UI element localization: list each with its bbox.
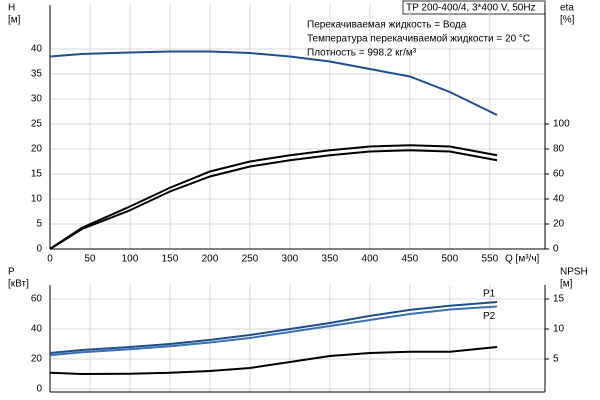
x-tick-label: 150 bbox=[162, 254, 179, 265]
y-tick-label: 35 bbox=[31, 69, 43, 80]
y2-tick-label: 60 bbox=[553, 169, 565, 180]
y2-axis-label: eta bbox=[560, 3, 574, 14]
y2-tick-label: 10 bbox=[553, 324, 565, 335]
series-label: P2 bbox=[483, 311, 496, 322]
y2-tick-label: 40 bbox=[553, 194, 565, 205]
y2-tick-label: 15 bbox=[553, 294, 565, 305]
y2-axis-unit: [м] bbox=[560, 279, 573, 290]
y-axis-unit: [м] bbox=[8, 15, 21, 26]
y-tick-label: 40 bbox=[31, 324, 43, 335]
x-tick-label: 100 bbox=[122, 254, 139, 265]
y-axis-unit: [кВт] bbox=[8, 279, 29, 290]
y-axis-label: P bbox=[8, 267, 15, 278]
annotation: TP 200-400/4, 3*400 V, 50Hz bbox=[406, 3, 536, 14]
x-tick-label: 450 bbox=[402, 254, 419, 265]
y2-axis-unit: [%] bbox=[560, 15, 575, 26]
y-tick-label: 60 bbox=[31, 294, 43, 305]
x-tick-label: 550 bbox=[481, 254, 498, 265]
y-tick-label: 5 bbox=[36, 219, 42, 230]
x-axis-label: Q [м³/ч] bbox=[505, 254, 540, 265]
curve bbox=[49, 50, 498, 116]
curve bbox=[49, 305, 498, 357]
y2-axis-label: NPSH bbox=[560, 267, 588, 278]
y2-tick-label: 0 bbox=[553, 244, 559, 255]
y-tick-label: 40 bbox=[31, 44, 43, 55]
y-tick-label: 0 bbox=[36, 384, 42, 395]
annotation: Плотность = 998.2 кг/м³ bbox=[307, 48, 417, 59]
annotation: Перекачиваемая жидкость = Вода bbox=[307, 20, 467, 31]
x-tick-label: 500 bbox=[441, 254, 458, 265]
y2-tick-label: 5 bbox=[553, 354, 559, 365]
series-label: P1 bbox=[483, 289, 496, 300]
y-tick-label: 0 bbox=[36, 244, 42, 255]
y2-tick-label: 100 bbox=[553, 119, 570, 130]
y-tick-label: 15 bbox=[31, 169, 43, 180]
y-axis-label: H bbox=[8, 3, 15, 14]
x-tick-label: 200 bbox=[202, 254, 219, 265]
curve bbox=[49, 144, 498, 250]
annotation: Температура перекачиваемой жидкости = 20… bbox=[307, 34, 530, 45]
y-tick-label: 20 bbox=[31, 144, 43, 155]
y-tick-label: 10 bbox=[31, 194, 43, 205]
curve bbox=[49, 300, 498, 354]
y-tick-label: 25 bbox=[31, 119, 43, 130]
y2-tick-label: 20 bbox=[553, 219, 565, 230]
x-tick-label: 350 bbox=[322, 254, 339, 265]
x-tick-label: 50 bbox=[84, 254, 96, 265]
x-tick-label: 250 bbox=[242, 254, 259, 265]
x-tick-label: 400 bbox=[362, 254, 379, 265]
curve bbox=[49, 345, 498, 375]
y2-tick-label: 80 bbox=[553, 144, 565, 155]
x-tick-label: 0 bbox=[47, 254, 53, 265]
y-tick-label: 20 bbox=[31, 354, 43, 365]
y-tick-label: 30 bbox=[31, 94, 43, 105]
curve bbox=[49, 149, 498, 250]
x-tick-label: 300 bbox=[282, 254, 299, 265]
